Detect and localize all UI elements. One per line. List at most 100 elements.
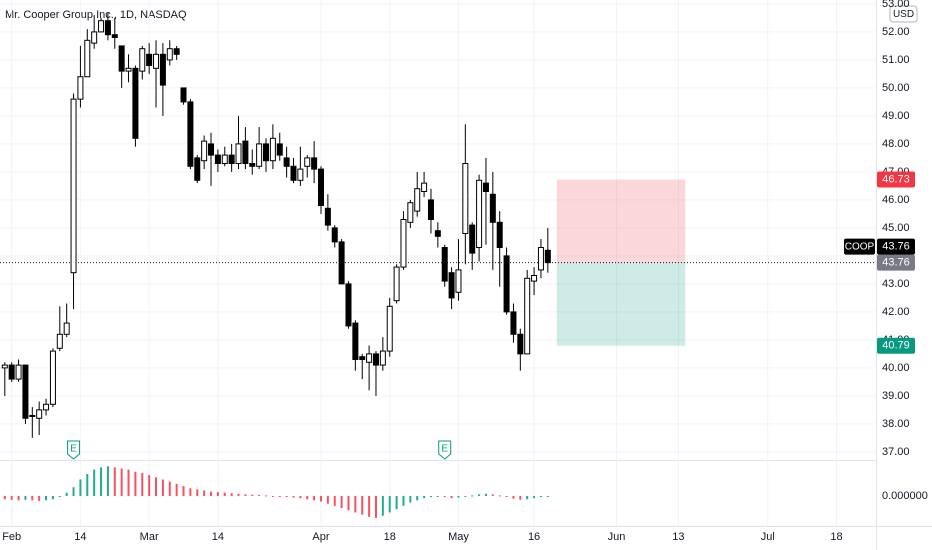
y-tick-label: 50.00 bbox=[882, 82, 910, 94]
y-tick-label: 42.00 bbox=[882, 306, 910, 318]
candle-body bbox=[256, 143, 263, 167]
candle-body bbox=[201, 140, 208, 162]
y-tick-label: 46.00 bbox=[882, 194, 910, 206]
candle-body bbox=[393, 266, 400, 302]
candle-body bbox=[421, 182, 428, 193]
osc-bar bbox=[196, 489, 199, 496]
candle-body bbox=[221, 154, 228, 165]
currency-badge[interactable] bbox=[889, 5, 918, 23]
candle-body bbox=[345, 283, 352, 327]
candle-body bbox=[400, 219, 407, 268]
osc-bar bbox=[526, 495, 529, 500]
candle-body bbox=[489, 193, 496, 223]
candle-body bbox=[434, 230, 441, 237]
y-tick-label: 39.00 bbox=[882, 390, 910, 402]
candle-body bbox=[70, 98, 77, 274]
candle-body bbox=[269, 137, 276, 162]
y-tick-label: 37.00 bbox=[882, 446, 910, 458]
osc-bar bbox=[230, 493, 233, 496]
candle-body bbox=[15, 364, 22, 380]
osc-bar bbox=[120, 468, 123, 496]
osc-bar bbox=[237, 493, 240, 496]
candle-body bbox=[98, 20, 105, 33]
y-tick-label: 45.00 bbox=[882, 222, 910, 234]
osc-bar bbox=[498, 495, 501, 497]
x-tick-label: 14 bbox=[212, 531, 224, 543]
candle-body bbox=[1, 364, 8, 369]
earnings-label: E bbox=[441, 444, 448, 455]
osc-bar bbox=[512, 495, 515, 499]
candle-body bbox=[290, 165, 297, 181]
earnings-marker bbox=[438, 440, 452, 460]
osc-bar bbox=[333, 495, 336, 506]
osc-bar bbox=[134, 471, 137, 496]
x-tick-label: Jun bbox=[608, 531, 626, 543]
y-tick-label: 43.00 bbox=[882, 278, 910, 290]
candle-body bbox=[43, 403, 50, 411]
osc-bar bbox=[100, 467, 103, 496]
candle-body bbox=[235, 143, 242, 165]
osc-bar bbox=[292, 495, 295, 498]
osc-bar bbox=[484, 493, 487, 496]
osc-bar bbox=[65, 492, 68, 496]
y-tick-label: 38.00 bbox=[882, 418, 910, 430]
x-tick-label: Mar bbox=[140, 531, 159, 543]
target-price-label: 40.79 bbox=[882, 340, 910, 352]
x-tick-label: Jul bbox=[761, 531, 775, 543]
osc-bar bbox=[106, 466, 109, 496]
symbol-label: COOP bbox=[845, 241, 875, 252]
osc-bar bbox=[10, 495, 13, 500]
y-tick-label: 48.00 bbox=[882, 138, 910, 150]
candle-body bbox=[331, 227, 338, 243]
osc-bar bbox=[93, 469, 96, 496]
candle-body bbox=[249, 163, 256, 167]
candle-body bbox=[304, 157, 311, 167]
osc-bar bbox=[423, 495, 426, 499]
candle-body bbox=[537, 246, 544, 271]
x-tick-label: 18 bbox=[830, 531, 842, 543]
osc-bar bbox=[148, 475, 151, 496]
osc-bar bbox=[361, 495, 364, 515]
last-price-label: 43.76 bbox=[882, 241, 910, 253]
osc-bar bbox=[155, 477, 158, 496]
candle-body bbox=[476, 179, 483, 248]
osc-bar bbox=[416, 495, 419, 501]
candle-body bbox=[118, 45, 125, 72]
candle-body bbox=[482, 182, 489, 193]
candle-body bbox=[366, 353, 373, 363]
osc-bar bbox=[3, 495, 6, 500]
candle-body bbox=[414, 188, 421, 212]
osc-bar bbox=[546, 495, 549, 497]
osc-bar bbox=[210, 491, 213, 496]
candle-body bbox=[517, 333, 524, 355]
osc-bar bbox=[38, 495, 41, 501]
osc-bar bbox=[216, 492, 219, 496]
osc-bar bbox=[533, 495, 536, 499]
osc-bar bbox=[223, 492, 226, 496]
stop-price-label-box bbox=[877, 171, 915, 188]
osc-bar bbox=[505, 495, 508, 498]
candle-body bbox=[104, 20, 111, 36]
candle-body bbox=[372, 353, 379, 366]
last-price-box bbox=[877, 238, 915, 255]
osc-bar bbox=[24, 495, 27, 500]
candle-body bbox=[77, 76, 84, 100]
chart-title: Mr. Cooper Group Inc., 1D, NASDAQ bbox=[5, 9, 187, 21]
candle-body bbox=[187, 101, 194, 167]
entry-price-label-box bbox=[877, 254, 915, 271]
symbol-box bbox=[844, 238, 875, 255]
candle-body bbox=[194, 157, 201, 181]
candle-body bbox=[531, 274, 538, 282]
candle-body bbox=[469, 224, 476, 254]
candle-body bbox=[22, 364, 29, 419]
stop-price-label: 46.73 bbox=[882, 173, 910, 185]
osc-bar bbox=[464, 495, 467, 497]
candle-body bbox=[427, 199, 434, 221]
candle-body bbox=[276, 143, 283, 156]
currency[interactable]: USD bbox=[893, 9, 914, 20]
candle-body bbox=[324, 207, 331, 226]
x-tick-label: 13 bbox=[672, 531, 684, 543]
osc-bar bbox=[347, 495, 350, 511]
osc-bar bbox=[203, 490, 206, 496]
osc-bar bbox=[45, 495, 48, 501]
